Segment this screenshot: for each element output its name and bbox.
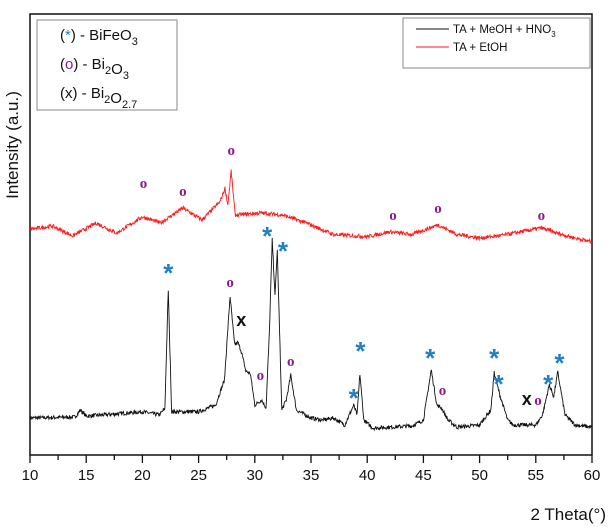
asterisk-marker: * — [543, 369, 554, 399]
x-tick-label: 15 — [78, 467, 95, 484]
asterisk-marker: * — [349, 383, 360, 413]
x-tick-label: 60 — [584, 467, 601, 484]
asterisk-marker: * — [554, 348, 565, 378]
circle-marker: o — [434, 201, 442, 217]
x-tick-label: 10 — [22, 467, 39, 484]
series-line-1 — [29, 169, 593, 245]
circle-marker: o — [287, 354, 295, 370]
asterisk-marker: * — [355, 336, 366, 366]
series-legend-label: TA + EtOH — [453, 42, 507, 54]
phase-legend-symbol: o — [65, 56, 73, 73]
circle-marker: o — [140, 176, 148, 192]
x-tick-label: 40 — [359, 467, 376, 484]
series-layer — [29, 169, 593, 432]
circle-marker: o — [389, 208, 397, 224]
asterisk-marker: * — [489, 343, 500, 373]
phase-legend-symbol: x — [65, 85, 73, 102]
circle-marker: o — [538, 208, 546, 224]
phase-legend: (*) - BiFeO3 (o) - Bi2O3 (x) - Bi2O2.7 — [36, 19, 178, 111]
x-tick-label: 30 — [246, 467, 263, 484]
phase-legend-entry: (*) - BiFeO3 — [60, 27, 138, 48]
cross-marker: x — [522, 389, 532, 409]
x-tick-label: 45 — [415, 467, 432, 484]
circle-marker: o — [534, 393, 542, 409]
circle-marker: o — [257, 368, 265, 384]
phase-legend-box — [36, 19, 178, 111]
cross-marker: x — [236, 310, 246, 330]
x-axis: 10 15 20 25 30 35 40 45 50 55 60 — [22, 455, 601, 484]
x-tick-label: 25 — [190, 467, 207, 484]
asterisk-marker: * — [425, 343, 436, 373]
asterisk-marker: * — [262, 221, 273, 251]
x-axis-title: 2 Theta(°) — [531, 505, 606, 524]
series-legend-box — [402, 17, 591, 69]
x-tick-label: 55 — [527, 467, 544, 484]
asterisk-marker: * — [494, 369, 505, 399]
circle-marker: o — [226, 275, 234, 291]
series-legend: TA + MeOH + HNO3 TA + EtOH — [402, 17, 591, 69]
x-tick-label: 20 — [134, 467, 151, 484]
series-line-0 — [29, 237, 593, 432]
phase-legend-symbol: * — [65, 27, 71, 44]
circle-marker: o — [179, 184, 187, 200]
x-tick-label: 35 — [303, 467, 320, 484]
y-axis-title: Intensity (a.u.) — [3, 91, 22, 199]
asterisk-marker: * — [163, 258, 174, 288]
phase-legend-entry: (x) - Bi2O2.7 — [60, 85, 137, 111]
circle-marker: o — [439, 383, 447, 399]
circle-marker: o — [227, 143, 235, 159]
asterisk-marker: * — [278, 236, 289, 266]
x-tick-label: 50 — [471, 467, 488, 484]
series-legend-label: TA + MeOH + HNO3 — [453, 24, 556, 39]
phase-legend-entry: (o) - Bi2O3 — [60, 56, 129, 82]
